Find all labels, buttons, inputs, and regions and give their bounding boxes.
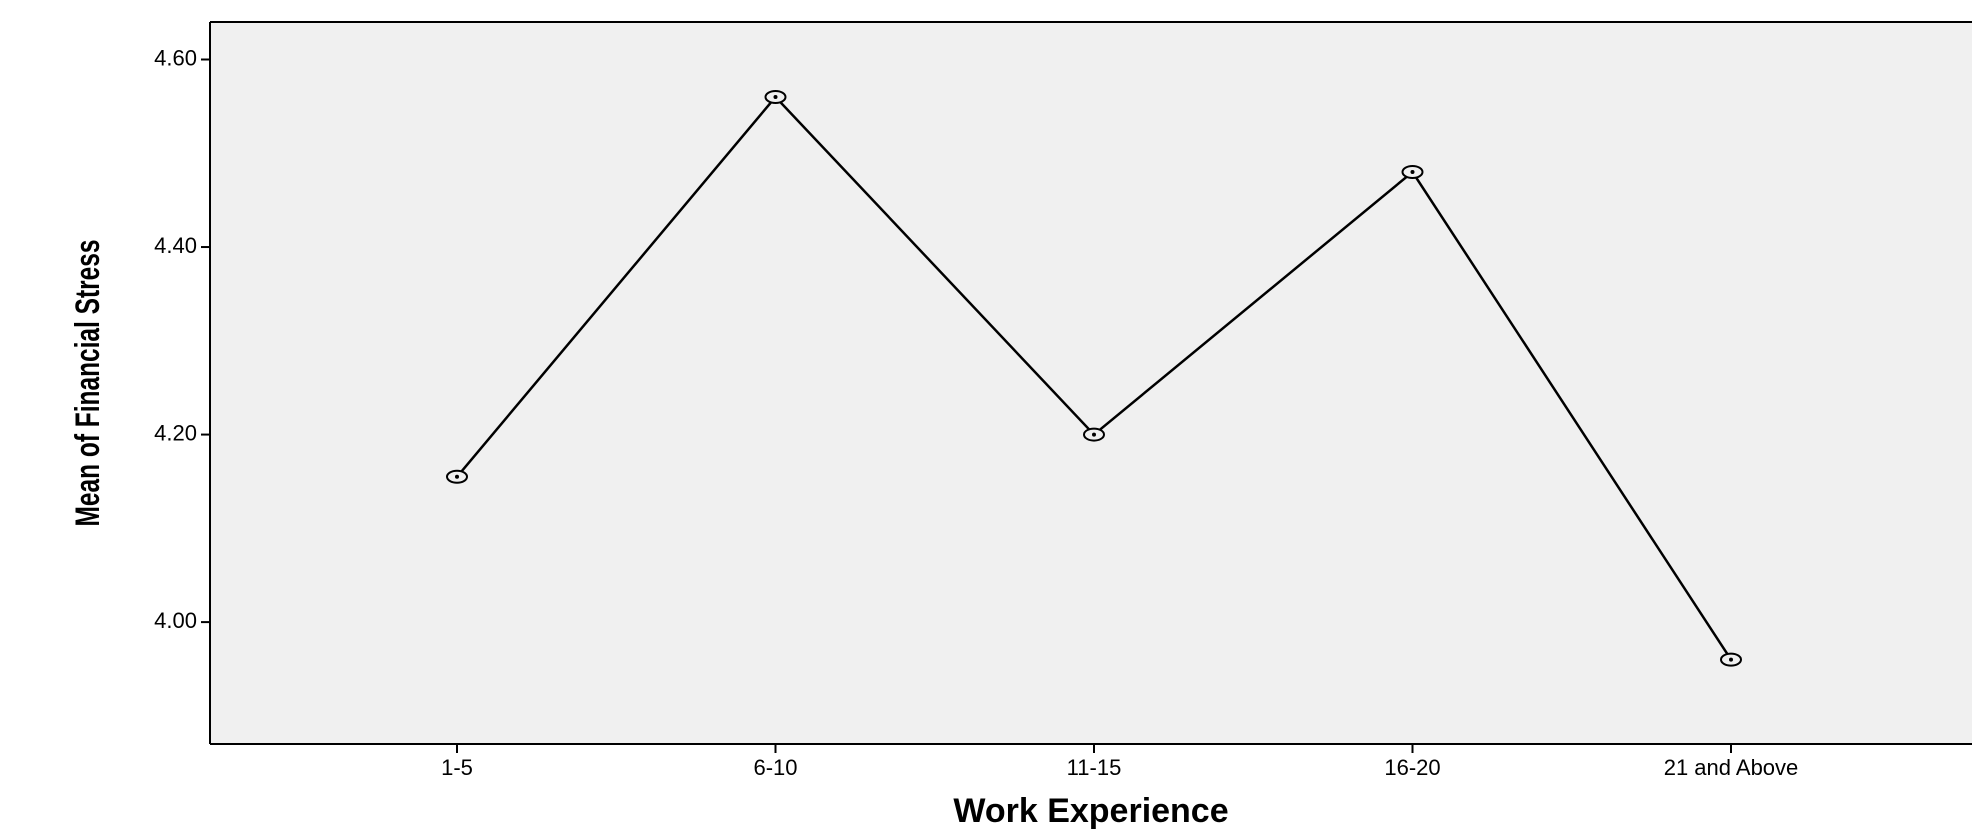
x-tick-label: 1-5 — [441, 755, 473, 780]
x-tick-label: 21 and Above — [1664, 755, 1799, 780]
y-tick-label: 4.40 — [154, 233, 197, 258]
x-axis-label: Work Experience — [953, 792, 1228, 830]
x-tick-label: 11-15 — [1067, 755, 1122, 780]
x-tick-label: 16-20 — [1384, 755, 1440, 780]
y-tick-label: 4.20 — [154, 420, 197, 445]
x-tick-label: 6-10 — [753, 755, 797, 780]
y-tick-label: 4.00 — [154, 608, 197, 633]
plot-area — [210, 22, 1972, 744]
data-point-center — [1092, 432, 1096, 437]
data-point-center — [1410, 170, 1415, 175]
y-tick-label: 4.60 — [154, 45, 197, 70]
y-axis-label: Mean of Financial Stress — [69, 240, 107, 527]
data-point-center — [773, 95, 778, 100]
data-point-center — [455, 474, 459, 479]
data-point-center — [1729, 657, 1733, 662]
